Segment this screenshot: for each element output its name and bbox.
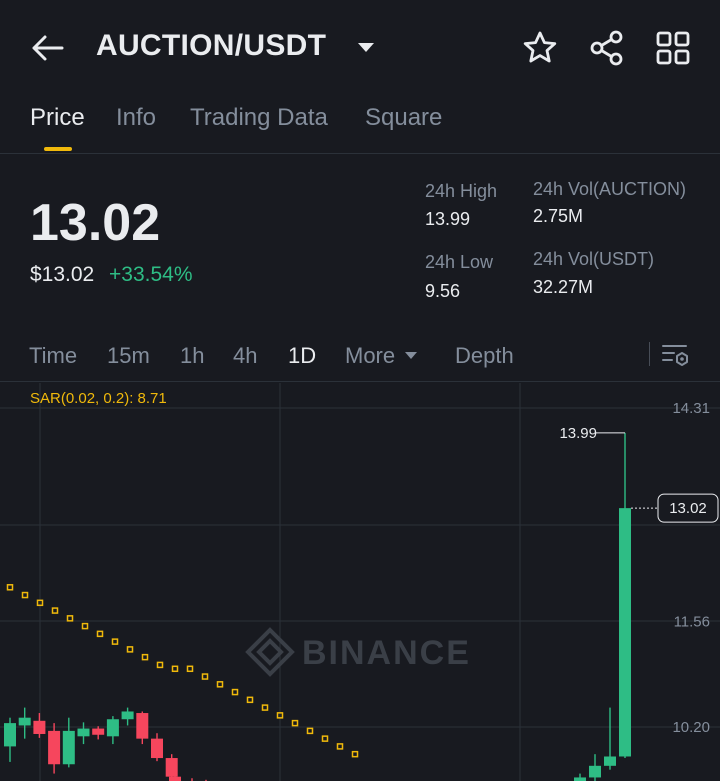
- candle-body: [151, 738, 163, 759]
- candle-body: [604, 756, 616, 766]
- usd-price: $13.02: [30, 263, 95, 286]
- sar-point: [201, 673, 209, 680]
- sar-point: [351, 750, 359, 758]
- sar-point: [186, 665, 194, 673]
- sar-point: [216, 681, 224, 688]
- interval-depth[interactable]: Depth: [455, 343, 514, 368]
- divider: [649, 342, 650, 366]
- sar-point: [111, 638, 119, 645]
- high-label: 24h High: [425, 181, 498, 201]
- sar-point: [21, 591, 29, 599]
- sar-point: [6, 584, 14, 591]
- last-price-marker-label: 13.02: [669, 500, 707, 517]
- sar-point: [261, 704, 269, 711]
- candle-body: [169, 776, 181, 781]
- price-change-percent: +33.54%: [109, 263, 193, 286]
- vol-quote-label: 24h Vol(USDT): [533, 249, 655, 269]
- low-value: 9.56: [425, 281, 461, 301]
- candle-body: [165, 758, 178, 777]
- interval-bar: Time 15m 1h 4h 1D More Depth: [0, 330, 720, 382]
- y-axis-tick-label: 11.56: [674, 613, 710, 630]
- chart-settings-icon[interactable]: [660, 341, 690, 369]
- candle-body: [18, 717, 31, 726]
- tab-trading-data[interactable]: Trading Data: [190, 104, 328, 131]
- sar-point: [336, 743, 344, 750]
- tab-price[interactable]: Price: [30, 104, 85, 131]
- sar-point: [126, 646, 134, 653]
- candle-body: [574, 777, 586, 781]
- sar-point: [66, 615, 74, 622]
- sar-indicator-label: SAR(0.02, 0.2): 8.71: [30, 390, 167, 407]
- last-price-badge: [657, 493, 719, 523]
- watermark-text: BINANCE: [302, 634, 471, 672]
- candlestick-chart[interactable]: BINANCE 14.31 11.56 10.20 13.99 13.02: [0, 383, 720, 781]
- high-marker-label: 13.99: [559, 425, 597, 442]
- vol-quote-value: 32.27M: [533, 277, 594, 297]
- grid-icon[interactable]: [653, 28, 693, 68]
- price-markers: 13.99 13.02: [559, 425, 719, 523]
- sar-point: [156, 661, 164, 669]
- sar-point: [36, 599, 44, 607]
- candle-body: [136, 713, 149, 739]
- sar-point: [321, 735, 329, 742]
- tab-square[interactable]: Square: [365, 104, 443, 131]
- caret-down-icon[interactable]: [356, 40, 376, 54]
- interval-1h[interactable]: 1h: [180, 343, 205, 368]
- caret-down-icon: [405, 352, 417, 359]
- interval-time[interactable]: Time: [29, 343, 78, 368]
- sar-point: [51, 607, 59, 614]
- sar-point: [81, 622, 89, 630]
- last-price: 13.02: [30, 194, 161, 252]
- candle-body: [92, 728, 105, 735]
- candle-body: [106, 719, 119, 737]
- candle-body: [77, 728, 90, 737]
- interval-1d[interactable]: 1D: [288, 343, 317, 368]
- vol-base-label: 24h Vol(AUCTION): [533, 179, 687, 199]
- sar-indicator: [6, 584, 359, 758]
- sar-point: [306, 727, 314, 735]
- candle-body: [589, 765, 601, 778]
- binance-watermark: BINANCE: [245, 627, 471, 677]
- candle-body: [62, 730, 75, 765]
- vol-base-value: 2.75M: [533, 206, 584, 226]
- y-axis: 14.31 11.56 10.20: [672, 400, 710, 736]
- sar-point: [171, 665, 179, 673]
- y-axis-tick-label: 10.20: [672, 719, 710, 736]
- candle-body: [121, 711, 134, 720]
- back-arrow-icon[interactable]: [28, 30, 68, 66]
- candles: [4, 432, 631, 781]
- sar-point: [276, 712, 284, 719]
- sar-point: [141, 653, 149, 661]
- high-value: 13.99: [425, 209, 471, 229]
- candle-body: [33, 720, 46, 734]
- star-icon[interactable]: [520, 28, 560, 68]
- low-label: 24h Low: [425, 252, 494, 272]
- interval-15m[interactable]: 15m: [107, 343, 150, 368]
- share-icon[interactable]: [587, 28, 627, 68]
- candle-body: [619, 508, 631, 757]
- interval-4h[interactable]: 4h: [233, 343, 258, 368]
- candle-body: [48, 730, 61, 765]
- interval-more[interactable]: More: [345, 343, 396, 368]
- y-axis-tick-label: 14.31: [672, 400, 710, 417]
- sar-point: [96, 630, 104, 638]
- active-tab-indicator: [44, 147, 72, 151]
- chart-grid: [0, 383, 720, 781]
- tab-info[interactable]: Info: [116, 104, 157, 131]
- header: AUCTION/USDT: [0, 0, 720, 95]
- sar-point: [246, 696, 254, 704]
- sar-point: [231, 688, 239, 696]
- tab-bar: Price Info Trading Data Square: [0, 96, 720, 154]
- pair-title[interactable]: AUCTION/USDT: [96, 29, 327, 62]
- candle-body: [4, 723, 16, 747]
- sar-point: [291, 719, 299, 727]
